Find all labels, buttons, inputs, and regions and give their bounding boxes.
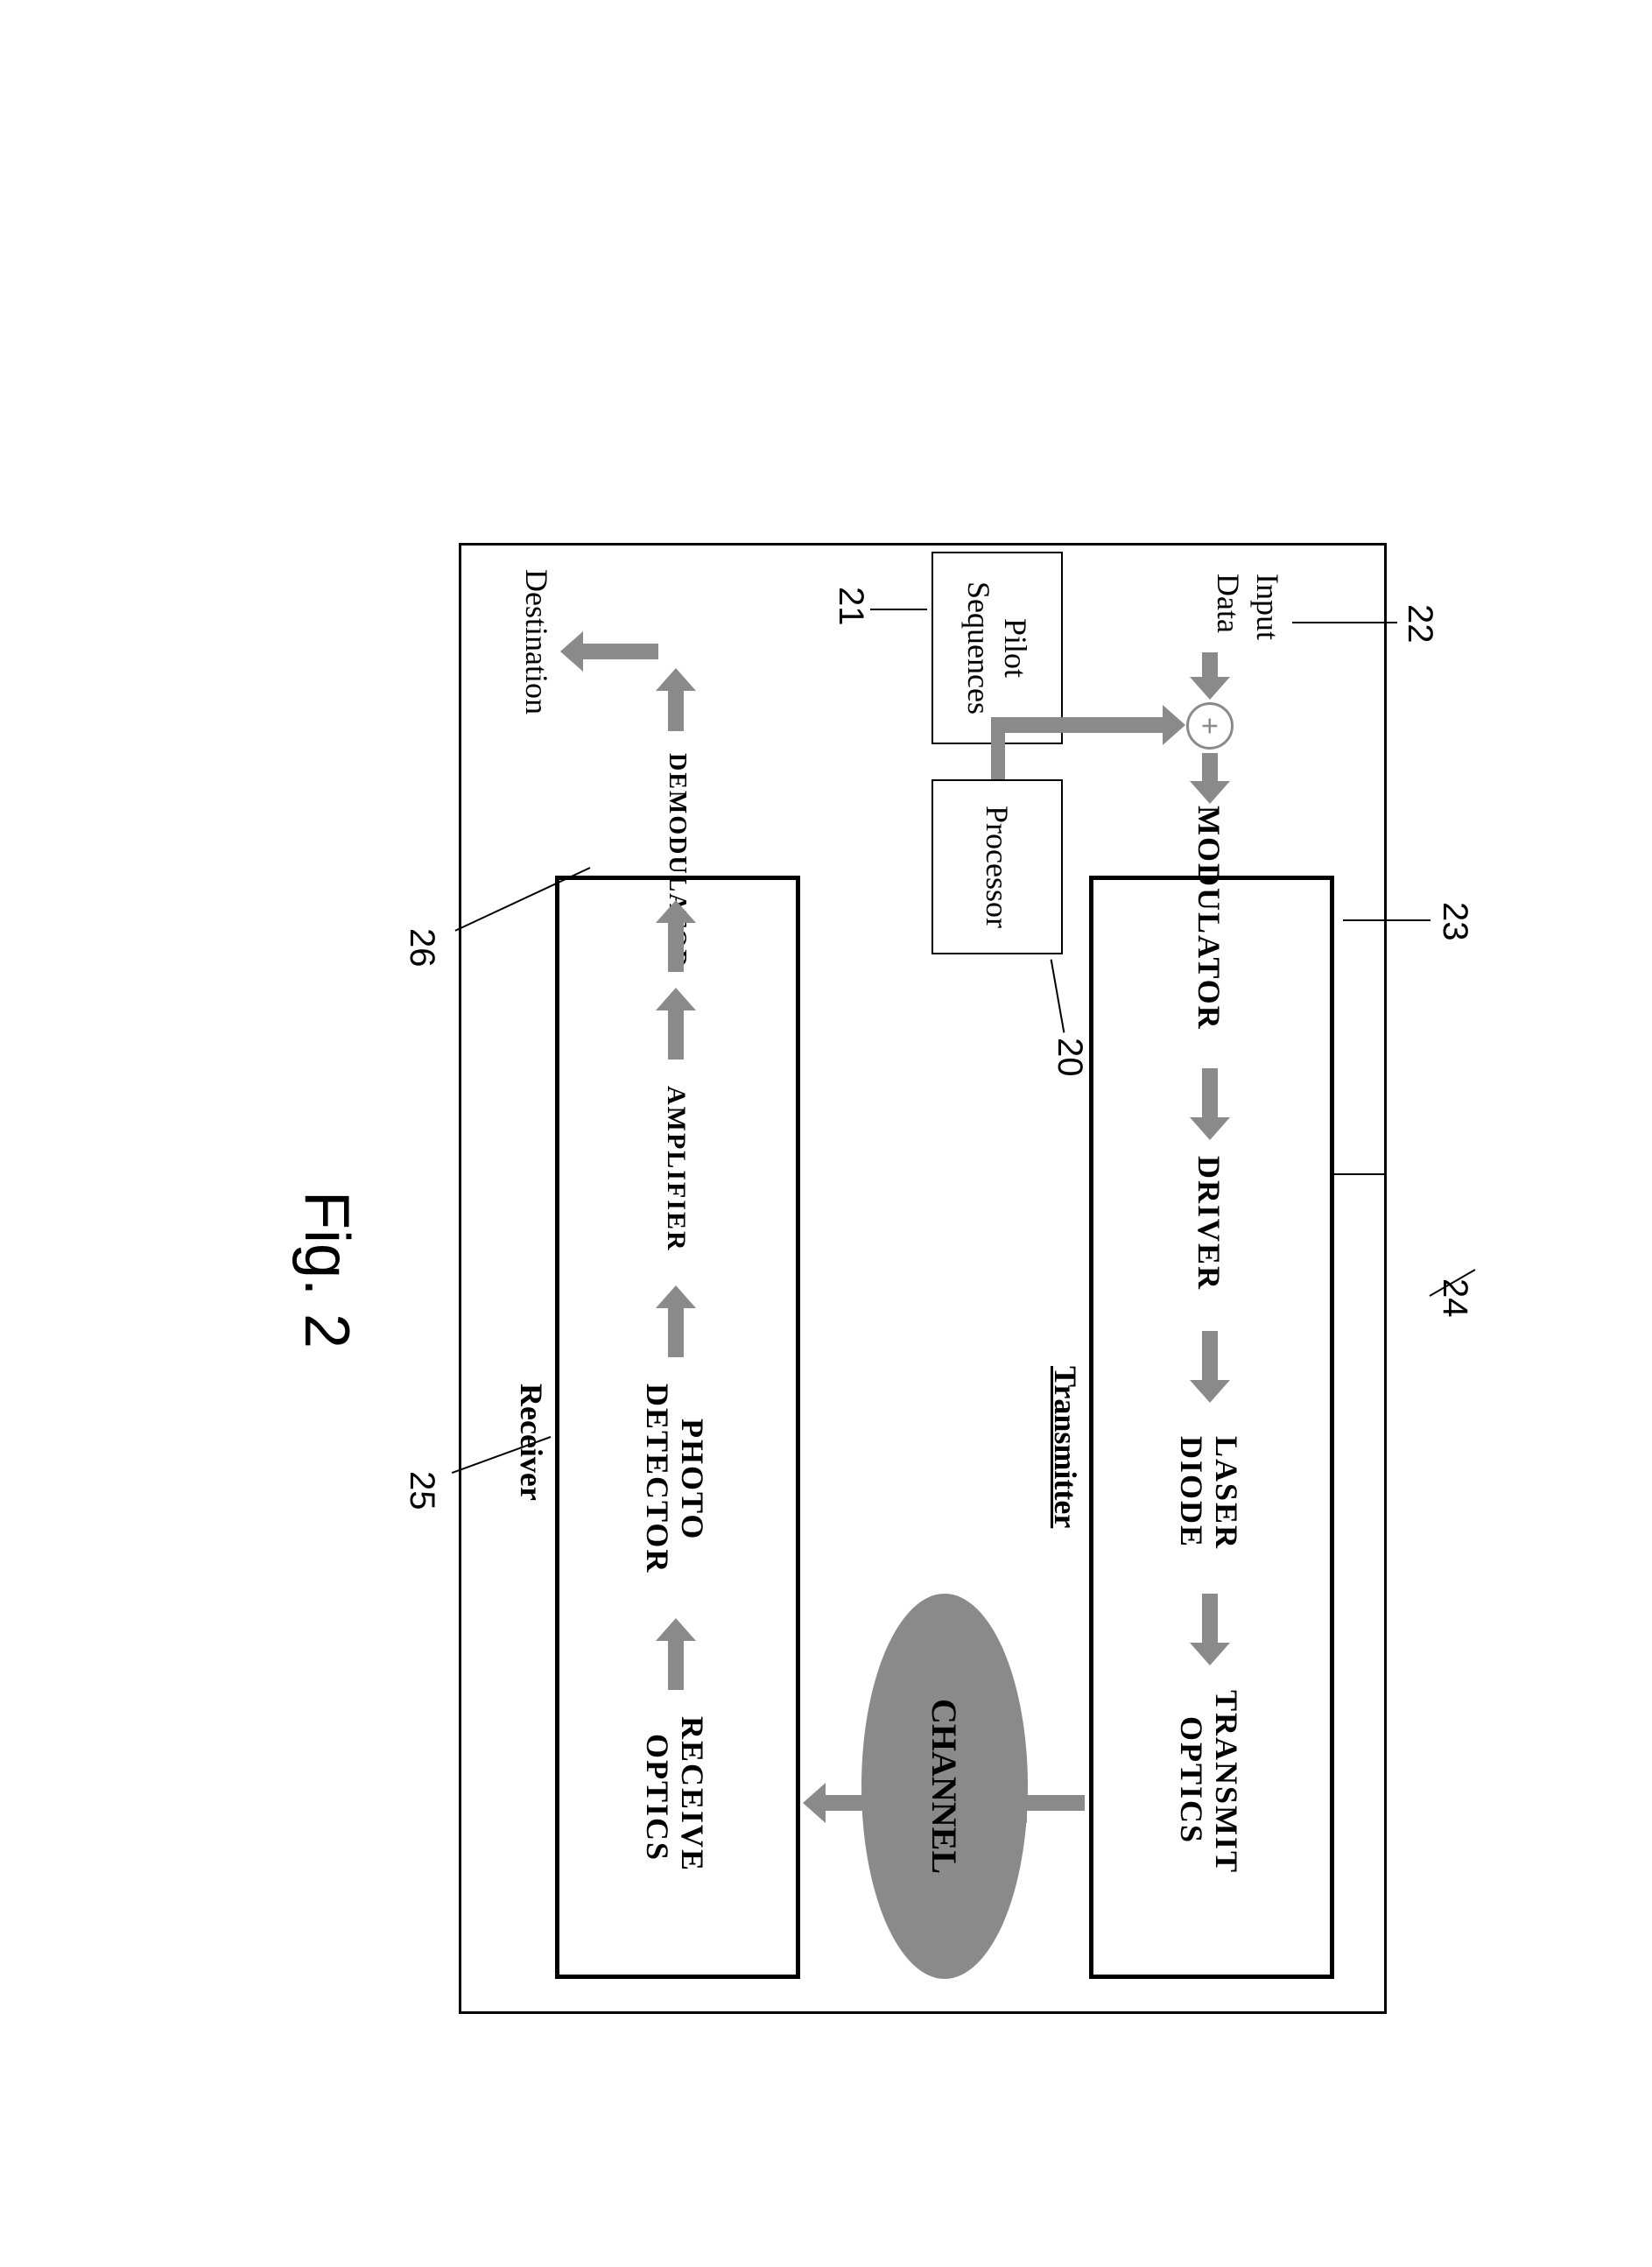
arrow-driver-laser (1202, 1331, 1218, 1383)
ref-21: 21 (831, 587, 870, 626)
diode-label: DIODE (1173, 1436, 1210, 1548)
plus-icon: + (1192, 717, 1228, 736)
arrow-mod-driver (1202, 1068, 1218, 1121)
transmit-label: TRANSMIT (1208, 1690, 1245, 1874)
optics2-label: OPTICS (639, 1734, 676, 1862)
arrow-laser-tx (1202, 1594, 1218, 1646)
channel-ellipse: CHANNEL (861, 1594, 1028, 1979)
detector-label: DETECTOR (639, 1383, 676, 1574)
laser-label: LASER (1208, 1436, 1245, 1550)
pilot-label: Pilot (997, 581, 1034, 715)
ref-20: 20 (1050, 1038, 1089, 1077)
arrow-input-sum (1202, 652, 1218, 680)
arrow-photo-amp (668, 1305, 684, 1357)
diagram-canvas: Transmitter Receiver Input Data + Pilot … (0, 490, 1439, 1716)
destination-label: Destination (518, 569, 555, 715)
optics-label: OPTICS (1173, 1716, 1210, 1844)
ref-23: 23 (1435, 902, 1474, 941)
ref-25: 25 (402, 1471, 441, 1510)
ref-23-line (1343, 919, 1431, 921)
sum-node: + (1186, 702, 1234, 750)
amplifier-label: AMPLIFIER (661, 1086, 691, 1252)
sequences-label: Sequences (960, 581, 997, 715)
ref-24-line2 (1334, 1173, 1387, 1175)
arrow-channel-rx (822, 1795, 866, 1811)
arrow-tx-channel (1023, 1795, 1085, 1811)
ref-22: 22 (1400, 604, 1439, 644)
pilot-box: Pilot Sequences (931, 552, 1063, 744)
arrow-to-dest (580, 644, 658, 659)
figure-label: Fig. 2 (291, 1191, 362, 1348)
arrow-amp-demod (668, 1007, 684, 1060)
arrow-pilot-sum (991, 717, 1166, 733)
processor-box: Processor (931, 779, 1063, 954)
arrow-rxopt-photo (668, 1637, 684, 1690)
channel-label: CHANNEL (924, 1699, 965, 1874)
ref-21-line (870, 609, 927, 610)
ref-24: 24 (1435, 1278, 1474, 1318)
driver-label: DRIVER (1191, 1156, 1227, 1291)
arrow-demod-dest (668, 687, 684, 731)
modulator-label: MODULATOR (1191, 806, 1227, 1031)
arrow-sum-mod (1202, 753, 1218, 785)
photo-label: PHOTO (674, 1419, 711, 1540)
ref-26: 26 (402, 928, 441, 968)
receive-label: RECEIVE (674, 1716, 711, 1872)
arrow-exit-rx (668, 919, 684, 972)
processor-label: Processor (979, 806, 1016, 928)
input-label: Input (1249, 574, 1286, 640)
ref-22-line (1292, 622, 1397, 623)
data-label: Data (1210, 574, 1247, 633)
transmitter-label: Transmitter (1047, 1366, 1084, 1528)
